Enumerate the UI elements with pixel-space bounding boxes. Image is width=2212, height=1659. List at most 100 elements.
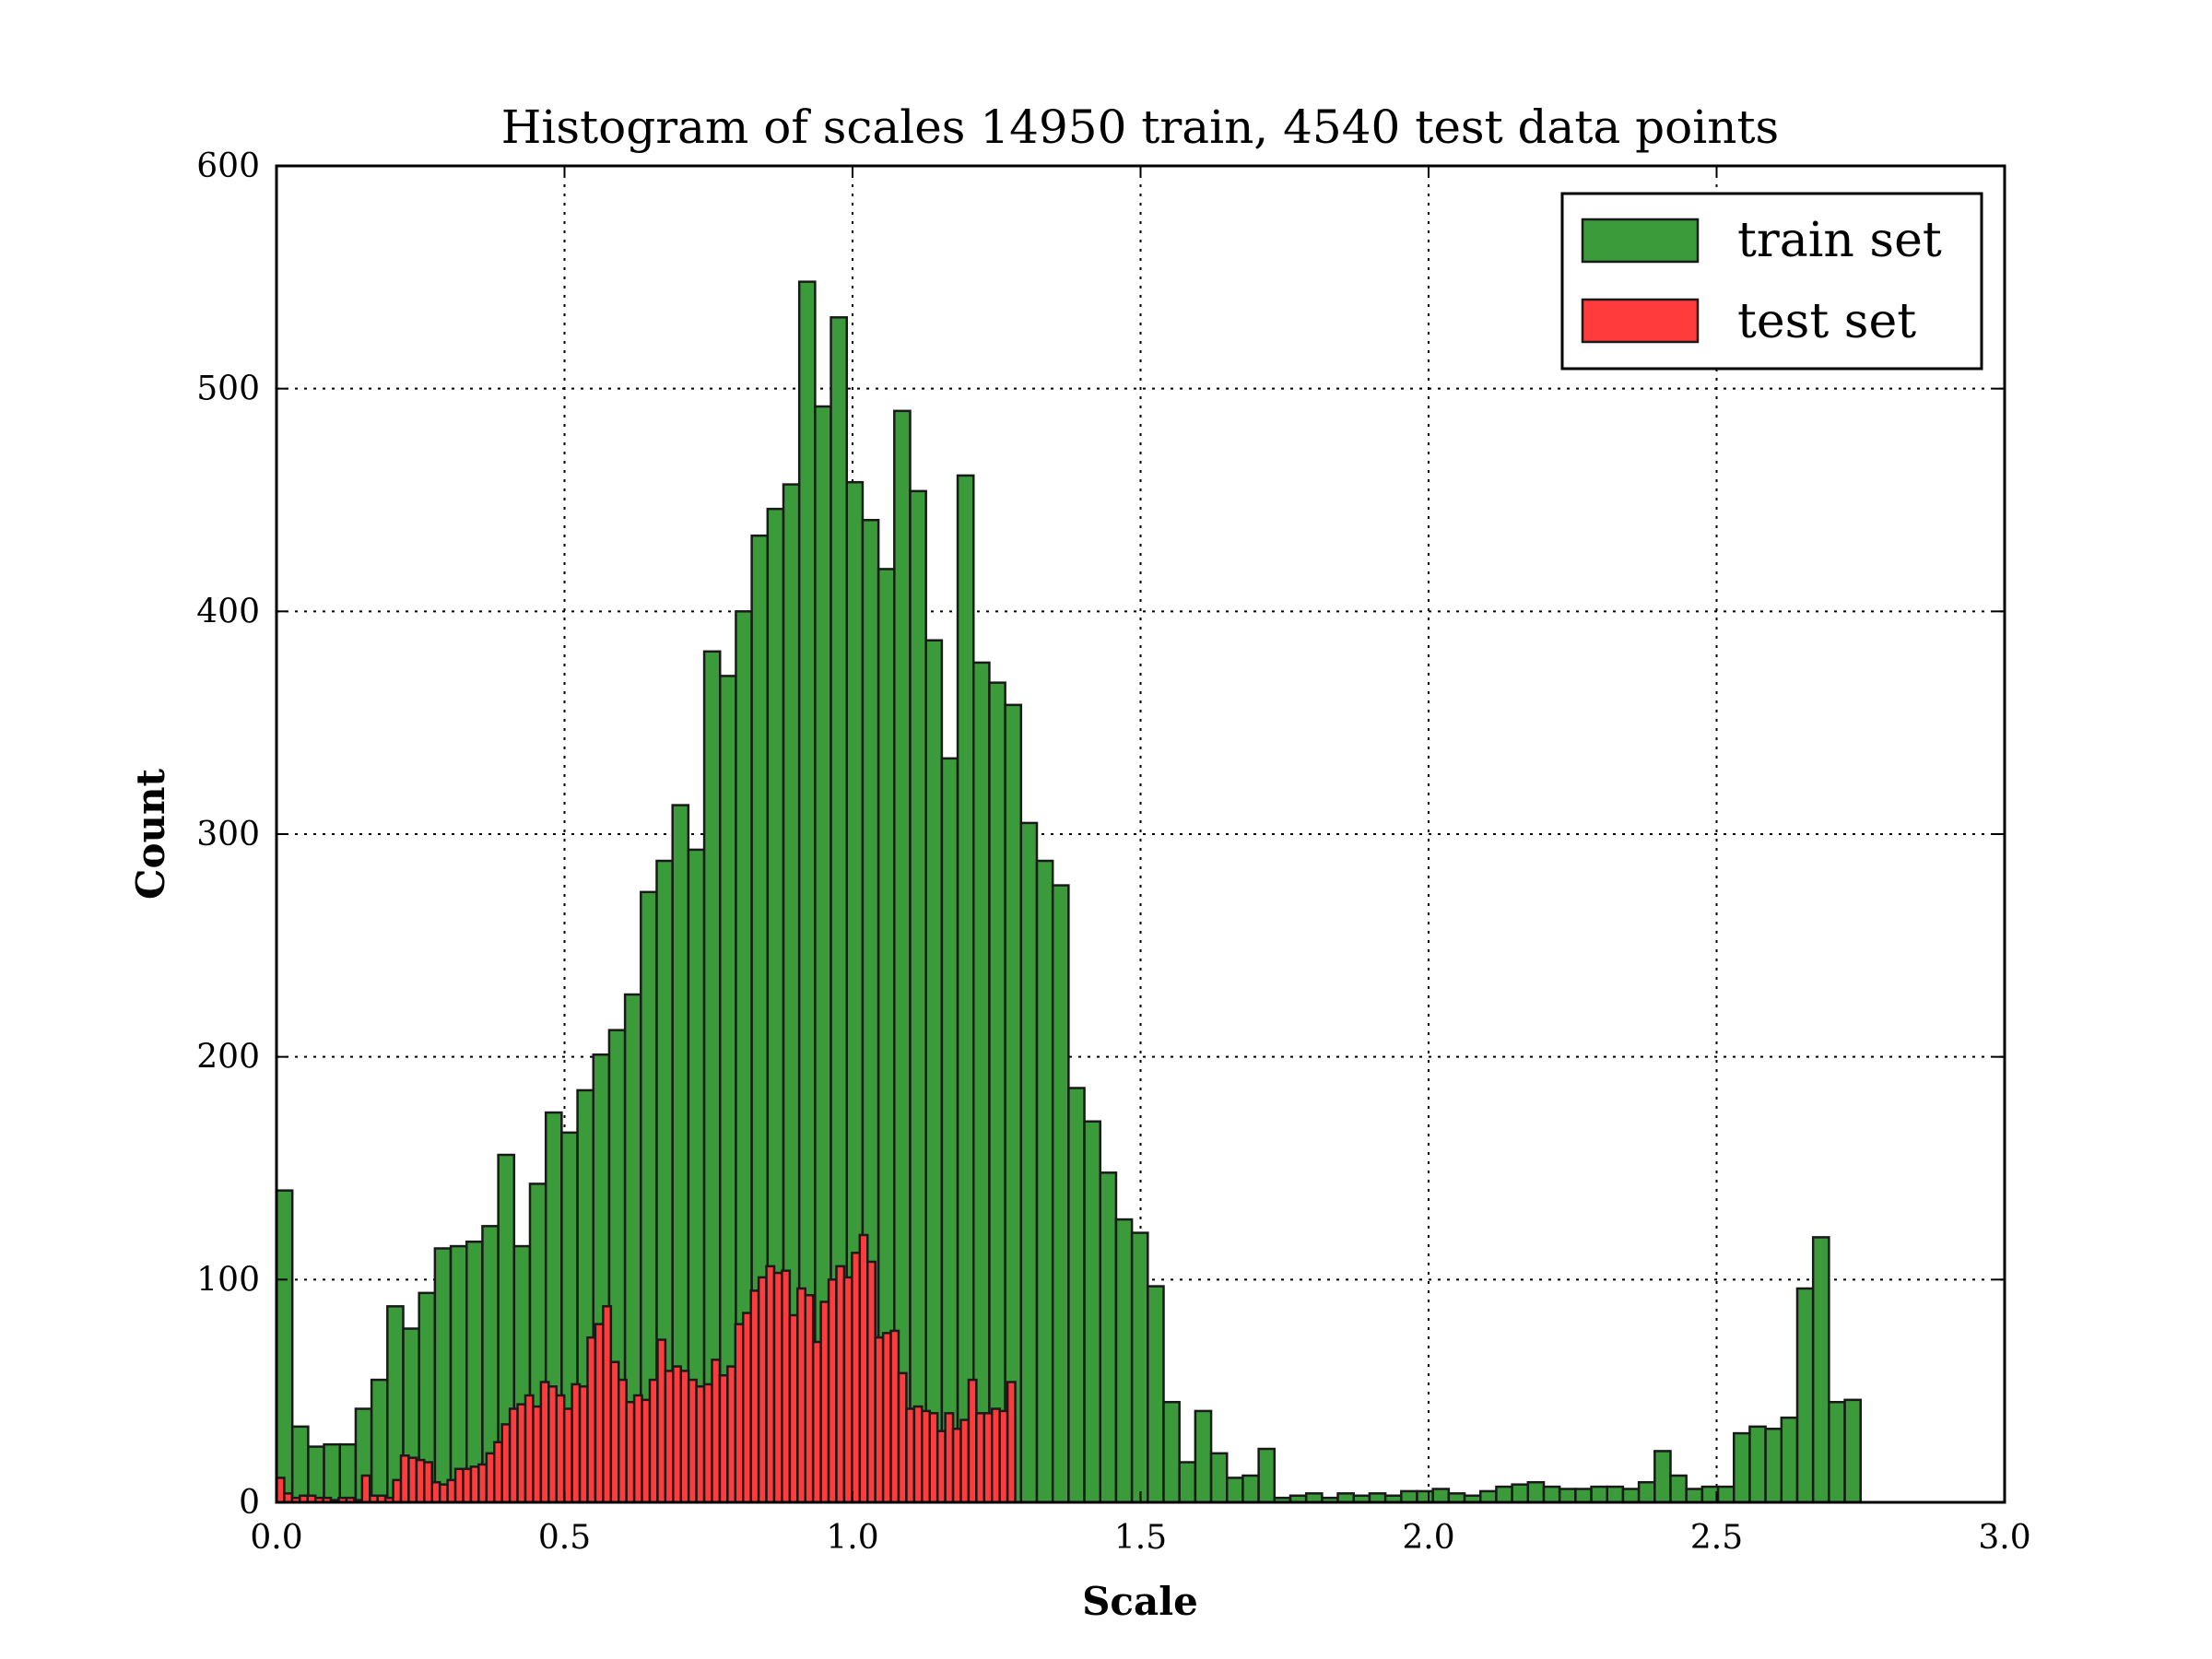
train-bar xyxy=(449,1244,468,1504)
test-bar xyxy=(897,1371,908,1504)
train-bar xyxy=(1019,821,1039,1504)
test-bar xyxy=(975,1412,986,1504)
test-bar xyxy=(998,1409,1009,1504)
legend-label-test: test set xyxy=(1737,294,1916,349)
train-bar xyxy=(1685,1488,1704,1504)
train-bar xyxy=(1162,1401,1181,1504)
train-bar xyxy=(1843,1398,1862,1504)
train-bar xyxy=(338,1442,358,1504)
test-bar xyxy=(407,1456,418,1504)
test-bar xyxy=(742,1312,752,1504)
test-bar xyxy=(641,1398,652,1504)
x-tick-label: 2.0 xyxy=(1402,1519,1454,1557)
test-bar xyxy=(788,1313,799,1504)
train-bar xyxy=(1542,1485,1561,1504)
train-bar xyxy=(1194,1409,1213,1504)
test-bar xyxy=(959,1418,971,1504)
test-bar xyxy=(539,1381,550,1504)
test-bar xyxy=(524,1394,535,1504)
train-bar xyxy=(1653,1450,1672,1504)
test-bar xyxy=(672,1365,682,1504)
x-tick-label: 1.5 xyxy=(1114,1519,1167,1557)
test-bar xyxy=(485,1452,496,1504)
test-bar xyxy=(679,1370,690,1504)
train-bar xyxy=(465,1241,484,1504)
train-bar xyxy=(1558,1488,1577,1504)
test-bar xyxy=(547,1385,558,1504)
test-bar xyxy=(827,1278,838,1504)
test-bar xyxy=(835,1265,846,1504)
test-bar xyxy=(477,1463,488,1504)
test-bar xyxy=(508,1407,519,1504)
test-bar xyxy=(866,1260,877,1504)
test-bar xyxy=(438,1483,449,1504)
train-bar xyxy=(1209,1452,1229,1504)
test-bar xyxy=(811,1340,822,1504)
test-bar xyxy=(562,1407,573,1504)
train-bar xyxy=(1035,859,1054,1504)
train-bar xyxy=(1606,1485,1625,1504)
train-bar xyxy=(1257,1447,1277,1504)
axis-ticks: 0.0 0.5 1.0 1.5 2.0 2.5 3.0 0 100 200 300 400 500 600 xyxy=(196,147,2030,1557)
train-bar xyxy=(1669,1474,1688,1504)
train-bar xyxy=(909,489,927,1504)
train-bar xyxy=(1416,1489,1434,1504)
train-bar xyxy=(1226,1477,1244,1504)
test-bar xyxy=(430,1481,441,1504)
test-bar xyxy=(586,1335,597,1504)
test-bar xyxy=(493,1441,503,1504)
test-bar xyxy=(851,1252,862,1504)
test-bar xyxy=(609,1360,620,1504)
test-bar xyxy=(360,1474,371,1504)
legend: train set test set xyxy=(1560,192,1983,371)
test-bar xyxy=(702,1382,713,1504)
x-tick-label: 0.0 xyxy=(250,1519,302,1557)
y-tick-label: 200 xyxy=(196,1039,260,1077)
test-bar xyxy=(1006,1381,1017,1504)
train-bar xyxy=(1637,1481,1656,1504)
train-bar xyxy=(1574,1488,1593,1504)
test-bar xyxy=(578,1385,589,1504)
test-bar xyxy=(453,1467,465,1504)
legend-swatch-test xyxy=(1581,298,1700,344)
train-bar xyxy=(1764,1428,1783,1504)
train-bar xyxy=(1590,1485,1608,1504)
train-bar xyxy=(307,1445,325,1504)
train-bar xyxy=(972,661,991,1504)
test-bar xyxy=(656,1338,667,1504)
test-bar xyxy=(734,1323,745,1504)
train-bar xyxy=(1811,1236,1830,1504)
test-bar xyxy=(944,1412,955,1504)
test-bar xyxy=(555,1394,566,1504)
train-bar xyxy=(323,1442,341,1504)
test-bar xyxy=(632,1394,643,1504)
train-bar xyxy=(988,681,1006,1504)
legend-swatch-train xyxy=(1581,218,1700,264)
test-bar xyxy=(469,1465,480,1504)
train-bar xyxy=(1495,1485,1513,1504)
test-bar xyxy=(796,1287,806,1504)
train-bar xyxy=(940,757,959,1504)
train-bar xyxy=(1526,1481,1546,1504)
train-bar xyxy=(275,1189,294,1504)
y-axis-label: Count xyxy=(128,768,173,900)
test-bar xyxy=(874,1335,885,1504)
test-bar xyxy=(648,1378,659,1504)
test-bar xyxy=(982,1412,994,1504)
test-bar xyxy=(726,1365,737,1504)
test-bar xyxy=(749,1289,760,1504)
y-tick-label: 0 xyxy=(239,1484,260,1522)
train-bar xyxy=(1400,1489,1418,1504)
x-tick-label: 3.0 xyxy=(1978,1519,2030,1557)
y-tick-label: 300 xyxy=(196,816,260,853)
y-tick-label: 600 xyxy=(196,147,260,185)
test-bar xyxy=(905,1407,916,1504)
test-bar xyxy=(532,1405,543,1504)
test-bar xyxy=(951,1428,962,1504)
test-bar xyxy=(695,1385,706,1504)
test-bar xyxy=(462,1467,473,1504)
train-bar xyxy=(1748,1425,1767,1504)
train-bar xyxy=(956,474,975,1504)
test-bar xyxy=(687,1378,698,1504)
train-bar xyxy=(1733,1431,1751,1504)
